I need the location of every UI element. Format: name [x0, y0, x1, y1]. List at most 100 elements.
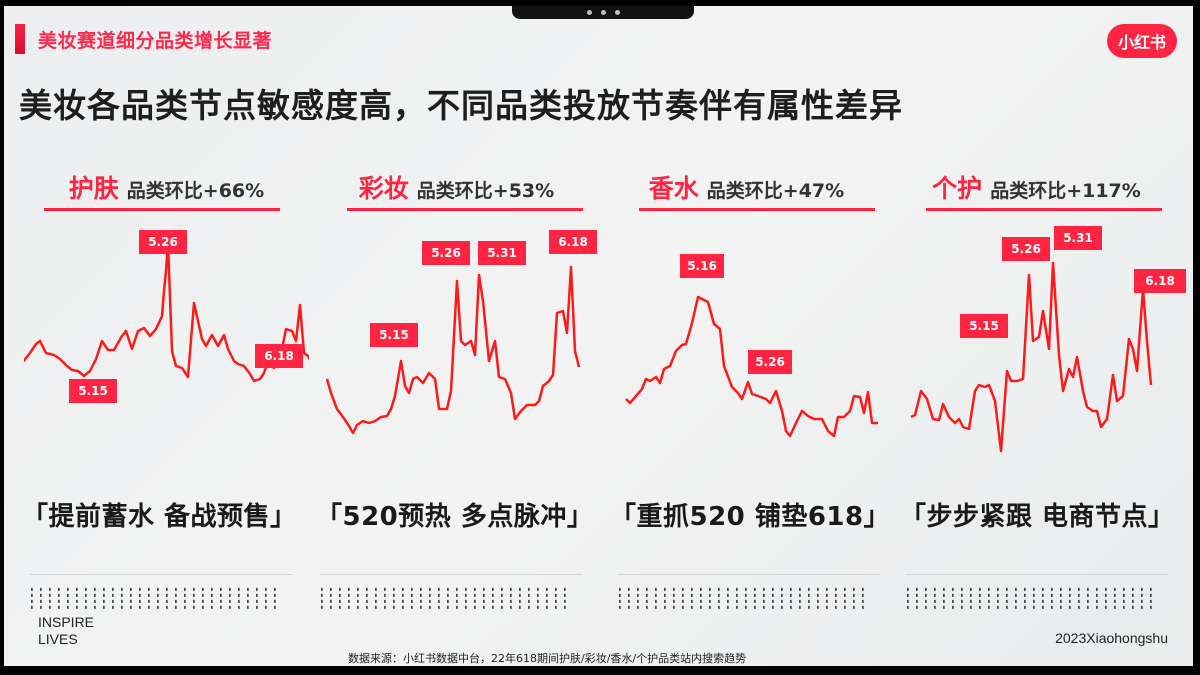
x-axis-ticks: ▮▮▮▮ ▮▮▮▮ ▮▮▮▮ ▮▮▮▮ ▮▮▮▮ ▮▮▮▮ ▮▮▮▮ ▮▮▮▮ ▮▮▮▮ ▮▮▮▮… [618, 574, 880, 610]
x-tick-label: ▮▮▮▮ [545, 586, 550, 610]
x-tick-label: ▮▮▮▮ [374, 586, 379, 610]
line-chart-personal-care [910, 261, 1153, 453]
chart-panel-perfume: 香水 品类环比+47% 5.16 5.26 [604, 161, 889, 481]
x-tick-label: ▮▮▮▮ [1113, 586, 1118, 610]
x-tick-label: ▮▮▮▮ [201, 586, 206, 610]
x-tick-label: ▮▮▮▮ [735, 586, 740, 610]
x-tick-label: ▮▮▮▮ [57, 586, 62, 610]
x-tick-label: ▮▮▮▮ [473, 586, 478, 610]
peak-tag: 5.26 [139, 230, 187, 254]
x-tick-label: ▮▮▮▮ [798, 586, 803, 610]
page-headline: 美妆各品类节点敏感度高，不同品类投放节奏伴有属性差异 [19, 86, 903, 125]
x-tick-label: ▮▮▮▮ [825, 586, 830, 610]
strategy-caption: 「520预热 多点脉冲」 [316, 502, 594, 532]
x-tick-label: ▮▮▮▮ [237, 586, 242, 610]
x-tick-label: ▮▮▮▮ [672, 586, 677, 610]
x-tick-label: ▮▮▮▮ [273, 586, 278, 610]
line-chart-perfume [625, 295, 878, 438]
x-tick-label: ▮▮▮▮ [690, 586, 695, 610]
x-tick-label: ▮▮▮▮ [156, 586, 161, 610]
category-label: 个护 [932, 174, 983, 203]
x-tick-label: ▮▮▮▮ [383, 586, 388, 610]
x-tick-label: ▮▮▮▮ [1131, 586, 1136, 610]
dot-icon [586, 10, 592, 15]
chart-panel-makeup: 彩妆 品类环比+53% 5.26 5.31 6.18 5.15 [314, 161, 599, 481]
x-tick-label: ▮▮▮▮ [329, 586, 334, 610]
x-tick-label: ▮▮▮▮ [726, 586, 731, 610]
x-tick-label: ▮▮▮▮ [518, 586, 523, 610]
panel-header: 香水 品类环比+47% [604, 169, 889, 205]
x-tick-label: ▮▮▮▮ [762, 586, 767, 610]
x-tick-label: ▮▮▮▮ [255, 586, 260, 610]
x-tick-label: ▮▮▮▮ [48, 586, 53, 610]
data-source-note: 数据来源：小红书数据中台，22年618期间护肤/彩妆/香水/个护品类站内搜索趋势 [348, 652, 747, 665]
x-tick-label: ▮▮▮▮ [165, 586, 170, 610]
x-tick-label: ▮▮▮▮ [491, 586, 496, 610]
x-tick-label: ▮▮▮▮ [482, 586, 487, 610]
x-tick-label: ▮▮▮▮ [627, 586, 632, 610]
x-tick-label: ▮▮▮▮ [338, 586, 343, 610]
header-underline [926, 208, 1162, 211]
x-tick-label: ▮▮▮▮ [1140, 586, 1145, 610]
x-tick-label: ▮▮▮▮ [554, 586, 559, 610]
peak-tag: 5.15 [370, 323, 418, 347]
x-tick-label: ▮▮▮▮ [147, 586, 152, 610]
x-tick-label: ▮▮▮▮ [419, 586, 424, 610]
x-tick-label: ▮▮▮▮ [1050, 586, 1055, 610]
x-tick-label: ▮▮▮▮ [563, 586, 568, 610]
slide: 美妆赛道细分品类增长显著 小红书 美妆各品类节点敏感度高，不同品类投放节奏伴有属… [4, 6, 1193, 666]
x-tick-label: ▮▮▮▮ [75, 586, 80, 610]
x-tick-label: ▮▮▮▮ [320, 586, 325, 610]
chart-panel-skincare: 护肤 品类环比+66% 5.26 5.15 6.18 [24, 161, 309, 481]
x-tick-label: ▮▮▮▮ [410, 586, 415, 610]
x-tick-label: ▮▮▮▮ [66, 586, 71, 610]
x-tick-label: ▮▮▮▮ [365, 586, 370, 610]
x-tick-label: ▮▮▮▮ [120, 586, 125, 610]
x-tick-label: ▮▮▮▮ [228, 586, 233, 610]
x-tick-label: ▮▮▮▮ [428, 586, 433, 610]
x-tick-label: ▮▮▮▮ [1086, 586, 1091, 610]
window-handle[interactable] [512, 6, 694, 19]
x-tick-label: ▮▮▮▮ [933, 586, 938, 610]
x-axis-ticks: ▮▮▮▮ ▮▮▮▮ ▮▮▮▮ ▮▮▮▮ ▮▮▮▮ ▮▮▮▮ ▮▮▮▮ ▮▮▮▮ ▮▮▮▮ ▮▮▮▮… [320, 574, 582, 610]
panel-header: 护肤 品类环比+66% [24, 169, 309, 205]
peak-tag: 5.15 [960, 314, 1008, 338]
x-tick-label: ▮▮▮▮ [861, 586, 866, 610]
x-tick-label: ▮▮▮▮ [527, 586, 532, 610]
x-tick-label: ▮▮▮▮ [708, 586, 713, 610]
x-tick-label: ▮▮▮▮ [636, 586, 641, 610]
x-tick-label: ▮▮▮▮ [39, 586, 44, 610]
x-tick-label: ▮▮▮▮ [807, 586, 812, 610]
x-tick-label: ▮▮▮▮ [960, 586, 965, 610]
peak-tag: 6.18 [549, 230, 597, 254]
dot-icon [614, 10, 620, 15]
x-tick-label: ▮▮▮▮ [852, 586, 857, 610]
x-tick-label: ▮▮▮▮ [210, 586, 215, 610]
header-underline [44, 208, 280, 211]
x-tick-label: ▮▮▮▮ [1032, 586, 1037, 610]
dot-icon [600, 10, 606, 15]
x-tick-label: ▮▮▮▮ [356, 586, 361, 610]
x-tick-label: ▮▮▮▮ [1077, 586, 1082, 610]
growth-label: 品类环比+66% [126, 180, 265, 202]
x-tick-label: ▮▮▮▮ [969, 586, 974, 610]
x-tick-label: ▮▮▮▮ [663, 586, 668, 610]
section-title: 美妆赛道细分品类增长显著 [38, 30, 273, 52]
x-tick-label: ▮▮▮▮ [915, 586, 920, 610]
section-accent-bar [15, 24, 25, 54]
brand-line-1: INSPIRE [38, 614, 95, 630]
strategy-caption: 「步步紧跟 电商节点」 [900, 502, 1175, 532]
xiaohongshu-logo: 小红书 [1107, 24, 1177, 58]
strategy-caption: 「提前蓄水 备战预售」 [22, 502, 297, 532]
x-tick-label: ▮▮▮▮ [771, 586, 776, 610]
x-tick-label: ▮▮▮▮ [30, 586, 35, 610]
header-underline [639, 208, 875, 211]
x-tick-label: ▮▮▮▮ [753, 586, 758, 610]
line-chart-skincare [24, 241, 309, 383]
x-tick-label: ▮▮▮▮ [111, 586, 116, 610]
x-tick-label: ▮▮▮▮ [717, 586, 722, 610]
peak-tag: 5.26 [748, 350, 792, 374]
peak-tag: 6.18 [1134, 269, 1186, 293]
peak-tag: 5.31 [1054, 226, 1102, 250]
x-tick-label: ▮▮▮▮ [246, 586, 251, 610]
